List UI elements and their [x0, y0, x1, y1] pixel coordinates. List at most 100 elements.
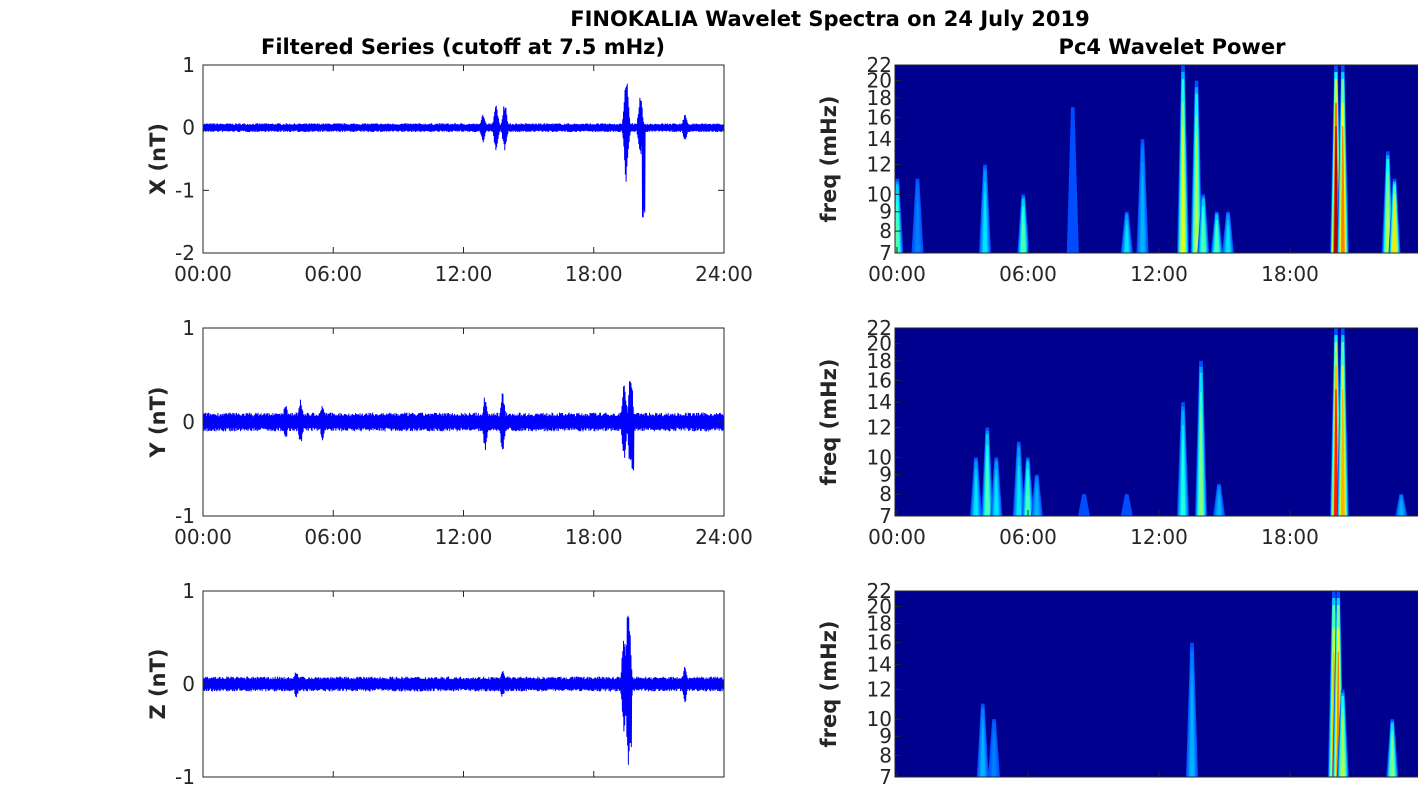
ytick-label: 9	[879, 200, 892, 224]
ytick-label: -1	[175, 178, 195, 202]
power-streak	[1021, 213, 1026, 253]
ytick-label: -1	[175, 765, 195, 788]
power-streak	[1214, 225, 1219, 253]
power-streaks	[895, 65, 1401, 253]
power-streak	[1201, 213, 1206, 253]
xtick-label: 18:00	[565, 262, 623, 286]
ylabel: freq (mHz)	[817, 96, 841, 223]
xtick-label: 06:00	[999, 525, 1057, 549]
ytick-label: 18	[867, 349, 892, 373]
xtick-label: 00:00	[174, 262, 232, 286]
ylabel: freq (mHz)	[817, 359, 841, 486]
axes-frame-wavelet-Z	[894, 590, 1418, 778]
power-streak	[1025, 476, 1030, 516]
ytick-label: 16	[867, 368, 892, 392]
power-streak	[1340, 717, 1345, 777]
power-streak	[1390, 737, 1395, 777]
ytick-label: -2	[175, 241, 195, 265]
ytick-label: 1	[182, 579, 195, 603]
xtick-label: 12:00	[435, 525, 493, 549]
xtick-label: 00:00	[174, 525, 232, 549]
ytick-label: 22	[867, 53, 892, 77]
ytick-label: 12	[867, 416, 892, 440]
power-streak	[1181, 439, 1185, 516]
ytick-label: 8	[879, 219, 892, 243]
axes-frame-wavelet-X	[894, 64, 1418, 254]
line-panel-filtered-X: 1 0 -1 -200:00 06:00 12:00 18:00 24:00 X (nT)	[146, 53, 753, 286]
ytick-label: 20	[867, 594, 892, 618]
right-column-title: Pc4 Wavelet Power	[1059, 35, 1287, 59]
power-streak	[985, 456, 990, 516]
power-streak	[1399, 501, 1404, 516]
ylabel: Z (nT)	[146, 648, 170, 719]
ytick-label: 22	[867, 316, 892, 340]
xtick-label: 18:00	[565, 525, 623, 549]
power-streak	[1340, 126, 1345, 253]
ytick-label: 20	[867, 69, 892, 93]
ytick-label: 14	[867, 127, 892, 151]
power-streak	[1181, 126, 1185, 253]
axes-frame-filtered-X	[202, 64, 725, 254]
ytick-label: 1	[182, 316, 195, 340]
ytick-label: 0	[182, 116, 195, 140]
ytick-label: 18	[867, 612, 892, 636]
ytick-label: 9	[879, 463, 892, 487]
ytick-label: -1	[175, 504, 195, 528]
power-streaks	[976, 591, 1399, 777]
ytick-label: 10	[867, 445, 892, 469]
power-streak	[1334, 126, 1338, 253]
xtick-label: 24:00	[695, 525, 753, 549]
power-streak	[974, 476, 978, 516]
ytick-label: 16	[867, 631, 892, 655]
power-streak	[1082, 501, 1086, 516]
line-panel-filtered-Z: 1 0 -1 Z (nT)	[146, 579, 725, 788]
series-trace-filtered-X	[202, 83, 725, 218]
xtick-label: 06:00	[999, 262, 1057, 286]
power-streak	[1340, 389, 1345, 516]
power-streak	[983, 193, 987, 253]
ytick-label: 0	[182, 672, 195, 696]
power-streaks	[970, 328, 1408, 516]
power-streak	[1385, 184, 1390, 253]
power-streak	[1016, 465, 1021, 516]
xtick-label: 06:00	[304, 262, 362, 286]
power-streak	[895, 202, 900, 253]
ytick-label: 1	[182, 53, 195, 77]
ytick-label: 22	[867, 579, 892, 603]
ytick-label: 7	[879, 504, 892, 528]
power-streak	[1217, 494, 1221, 516]
power-streak	[915, 202, 920, 253]
ytick-label: 14	[867, 390, 892, 414]
axes-frame-wavelet-Y	[894, 327, 1418, 517]
power-streak	[1124, 501, 1129, 516]
power-streak	[1226, 225, 1230, 253]
power-streak	[1194, 136, 1199, 253]
ylabel: Y (nT)	[146, 387, 170, 459]
power-streak	[980, 727, 985, 777]
series-trace-filtered-Z	[202, 615, 725, 765]
power-streak	[1070, 154, 1075, 253]
series-trace-filtered-Y	[202, 381, 725, 471]
ytick-label: 7	[879, 765, 892, 788]
line-panel-filtered-Y: 1 0 -100:00 06:00 12:00 18:00 24:00 Y (nT)	[146, 316, 753, 549]
power-streak	[1392, 202, 1397, 253]
ytick-label: 7	[879, 241, 892, 265]
ytick-label: 9	[879, 724, 892, 748]
power-streak	[1190, 686, 1194, 777]
ytick-label: 8	[879, 482, 892, 506]
power-streak	[1199, 411, 1203, 516]
ytick-label: 16	[867, 105, 892, 129]
xtick-label: 00:00	[868, 262, 926, 286]
xtick-label: 12:00	[1130, 525, 1188, 549]
ytick-label: 8	[879, 743, 892, 767]
ylabel: freq (mHz)	[817, 621, 841, 748]
power-streak	[1034, 488, 1039, 516]
power-streak	[992, 737, 996, 777]
power-streak	[1140, 176, 1145, 253]
ytick-label: 10	[867, 182, 892, 206]
ytick-label: 12	[867, 677, 892, 701]
ytick-label: 12	[867, 153, 892, 177]
xtick-label: 12:00	[1130, 262, 1188, 286]
ytick-label: 18	[867, 86, 892, 110]
